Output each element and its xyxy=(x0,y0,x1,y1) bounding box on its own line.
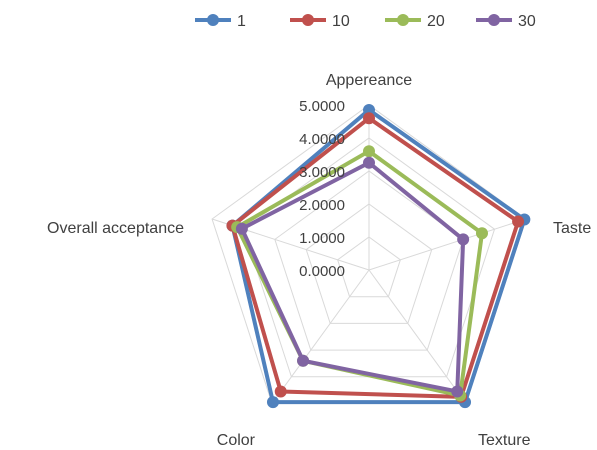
grid-ring-1 xyxy=(337,236,401,298)
series-line-10 xyxy=(230,116,521,399)
series-point-30-3 xyxy=(297,354,310,367)
series-point-10-1 xyxy=(512,215,525,228)
legend-swatch-marker xyxy=(302,14,314,26)
legend-label: 10 xyxy=(332,13,350,30)
radar-series xyxy=(226,103,531,409)
tick-label: 1.0000 xyxy=(299,230,345,247)
series-point-10-0 xyxy=(363,112,375,125)
series-point-30-0 xyxy=(363,156,375,169)
legend-swatch-marker xyxy=(488,14,500,26)
tick-label: 5.0000 xyxy=(299,98,345,115)
series-point-20-0 xyxy=(363,145,375,158)
axis-labels: Appereance Taste Texture Color Overall accep… xyxy=(47,72,591,449)
tick-label: 2.0000 xyxy=(299,197,345,214)
series-point-30-2 xyxy=(451,385,464,398)
legend-label: 30 xyxy=(518,13,536,30)
series-point-1-0 xyxy=(363,103,375,116)
legend: 1 10 20 30 xyxy=(195,13,536,30)
axis-label: Taste xyxy=(553,220,591,237)
series-line-20 xyxy=(235,149,484,398)
tick-label: 3.0000 xyxy=(299,164,345,181)
axis-label: Appereance xyxy=(326,72,412,89)
legend-swatch-marker xyxy=(207,14,219,26)
legend-label: 1 xyxy=(237,13,246,30)
series-point-30-4 xyxy=(235,222,248,235)
axis-label: Texture xyxy=(478,432,531,449)
series-point-10-3 xyxy=(274,385,287,398)
tick-label: 0.0000 xyxy=(299,263,345,280)
series-point-1-3 xyxy=(266,396,279,409)
axis-label: Overall acceptance xyxy=(47,220,184,237)
grid-ring-2 xyxy=(305,203,433,324)
series-point-30-1 xyxy=(457,233,470,246)
grid-spoke-1 xyxy=(368,218,527,271)
grid-spoke-2 xyxy=(368,269,467,404)
axis-label: Color xyxy=(217,432,256,449)
grid-spoke-3 xyxy=(271,269,370,404)
tick-label: 4.0000 xyxy=(299,131,345,148)
legend-label: 20 xyxy=(427,13,445,30)
series-point-20-1 xyxy=(475,227,488,240)
legend-swatch-marker xyxy=(397,14,409,26)
radial-tick-labels: 0.0000 1.0000 2.0000 3.0000 4.0000 5.0000 xyxy=(299,98,345,280)
series-line-30 xyxy=(239,160,466,394)
